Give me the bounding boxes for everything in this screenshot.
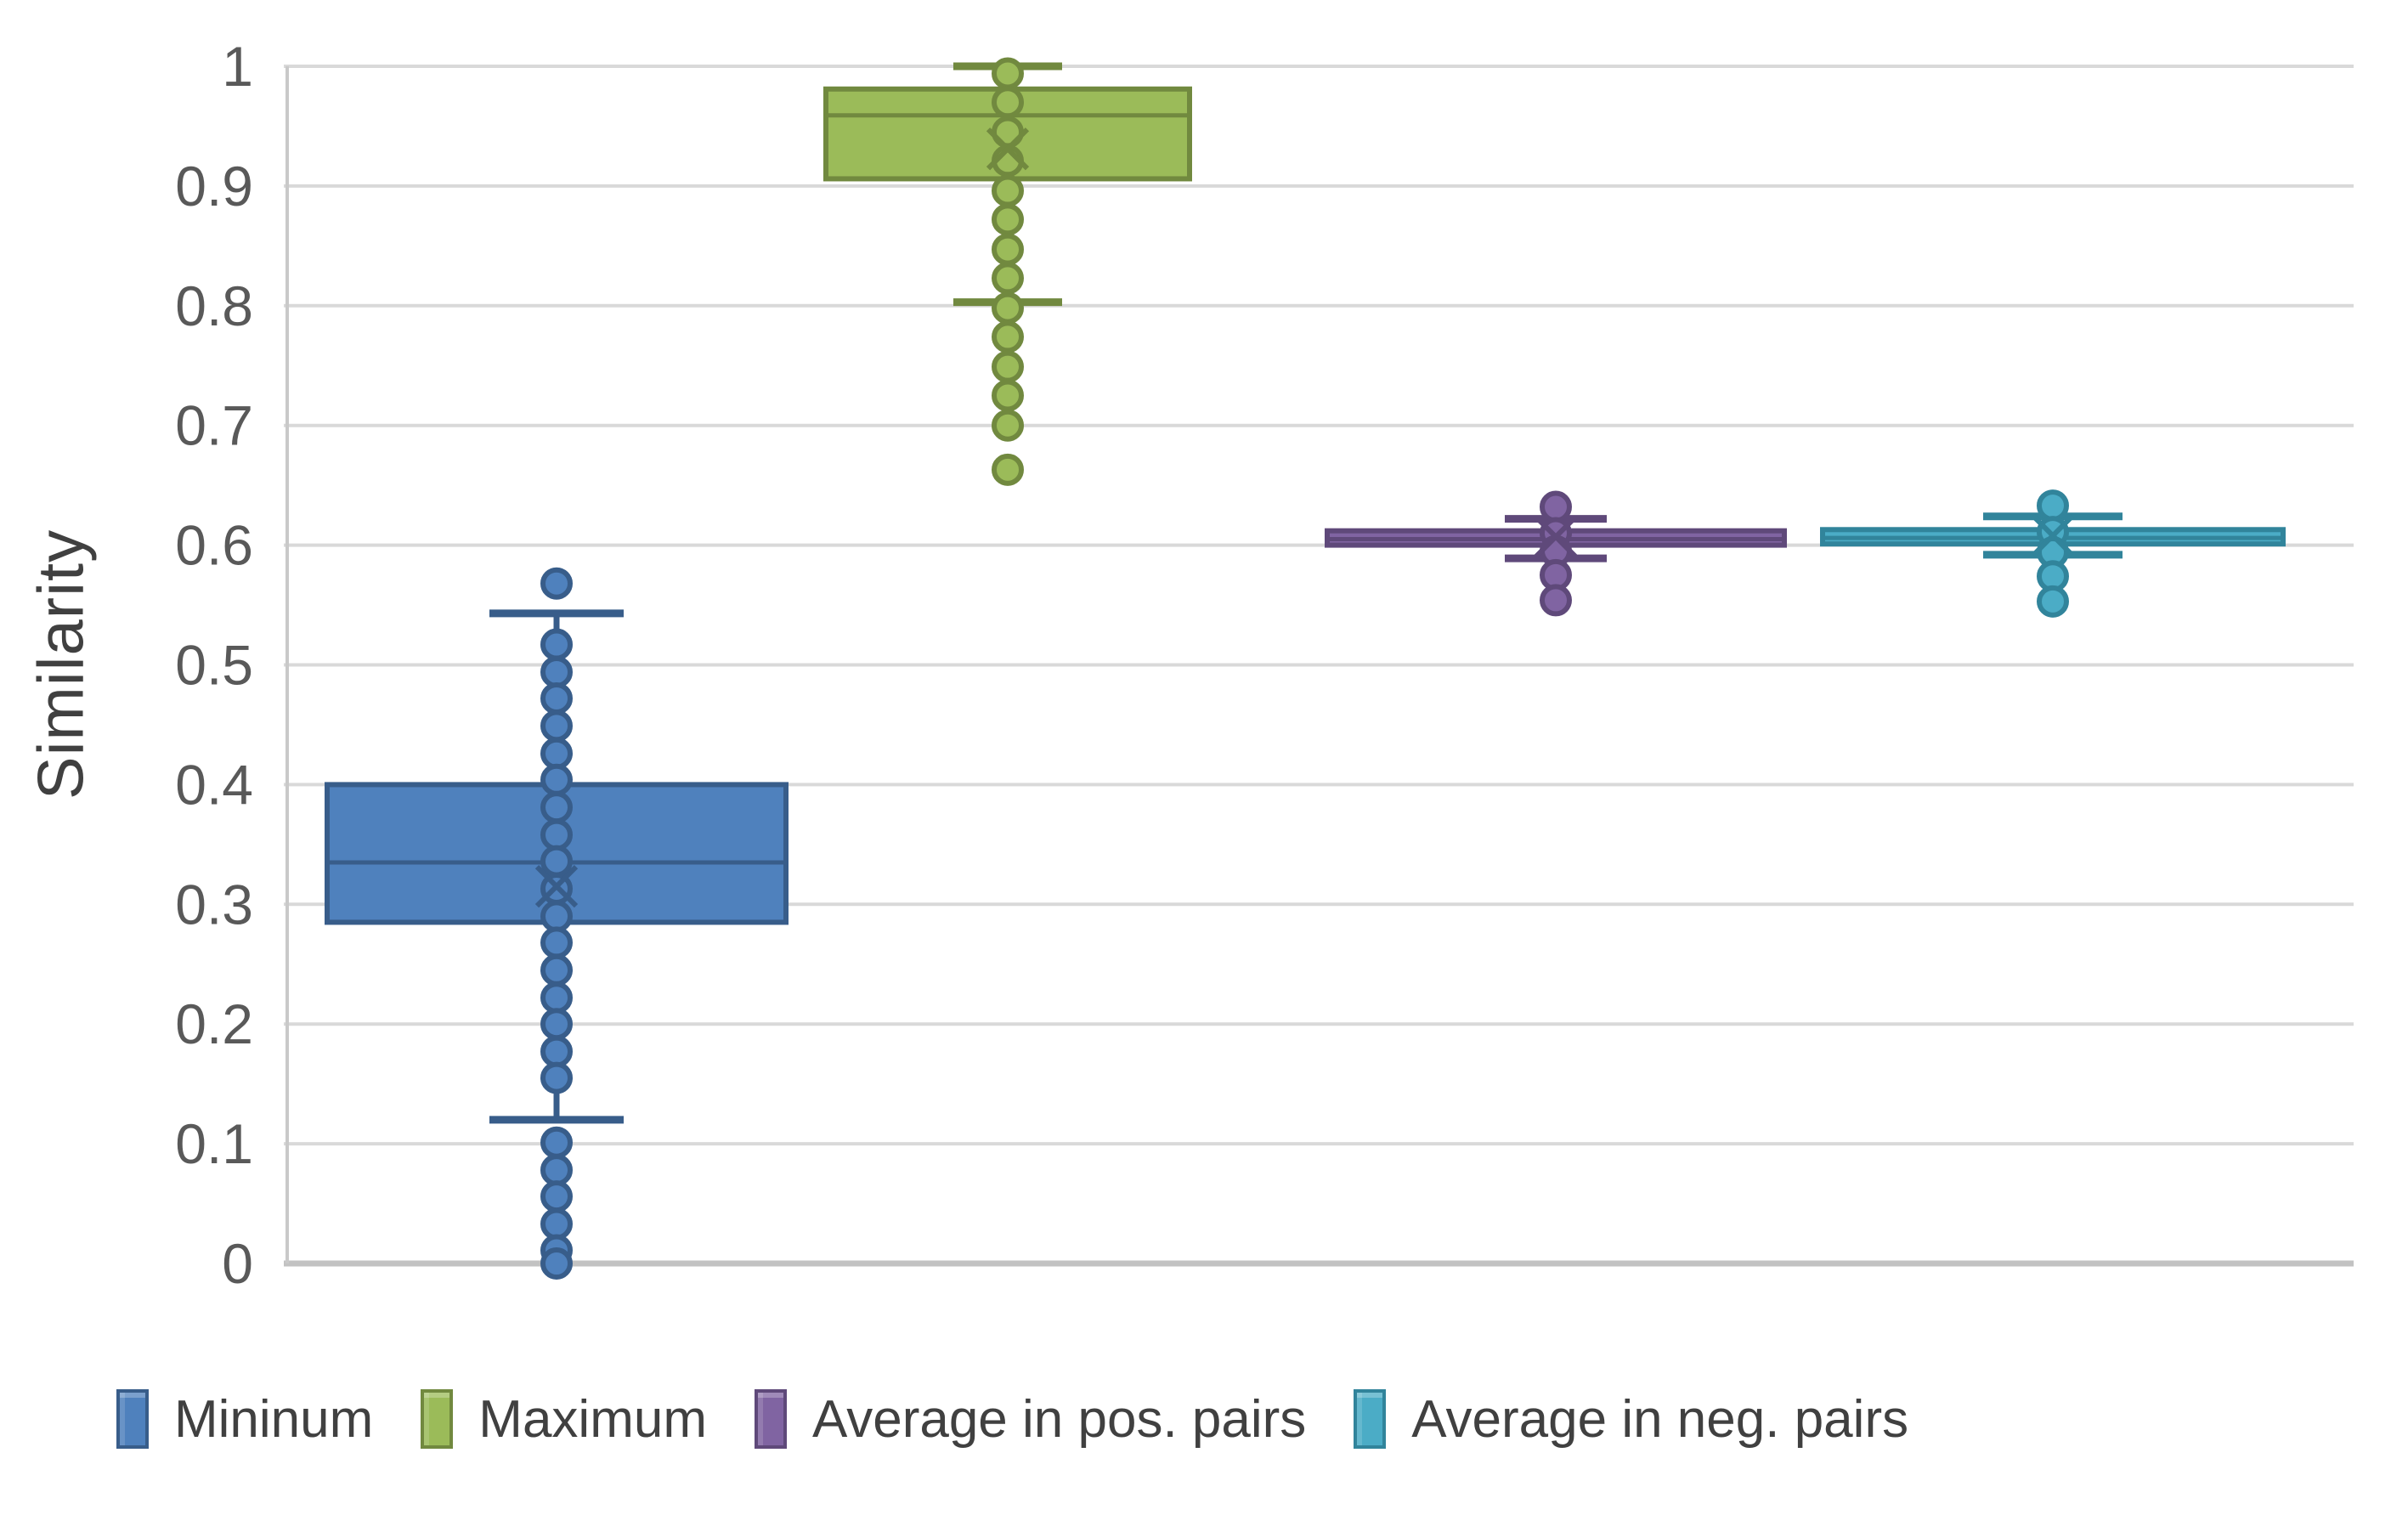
y-tick-label: 0.8 (175, 274, 253, 337)
mean-marker (1534, 515, 1578, 558)
series-average-in-neg-pairs (1820, 489, 2286, 618)
legend-swatch-maximum (421, 1389, 454, 1449)
legend-swatch-avg-neg-pairs (1354, 1389, 1387, 1449)
y-tick-label: 1 (222, 35, 253, 98)
y-tick-label: 0.6 (175, 514, 253, 577)
outlier-dot (992, 291, 1024, 325)
mean-marker (986, 127, 1030, 171)
legend-item-avg-neg-pairs: Average in neg. pairs (1354, 1389, 1908, 1450)
outlier-dot (992, 320, 1024, 353)
outlier-dot (992, 379, 1024, 412)
legend-item-mininum: Mininum (116, 1389, 373, 1450)
outlier-dot (540, 1154, 573, 1187)
outlier-dot (992, 409, 1024, 442)
y-tick-label: 0 (222, 1232, 253, 1295)
mean-marker (2031, 514, 2075, 557)
series-maximum (823, 57, 1192, 486)
legend-swatch-avg-pos-pairs (754, 1389, 787, 1449)
series-average-in-pos-pairs (1325, 490, 1787, 617)
y-tick-label: 0.9 (175, 155, 253, 218)
outlier-dot (540, 567, 573, 600)
legend-swatch-mininum (116, 1389, 149, 1449)
outlier-dot (992, 262, 1024, 295)
y-tick-label: 0.1 (175, 1112, 253, 1175)
y-tick-label: 0.4 (175, 753, 253, 816)
y-tick-label: 0.7 (175, 394, 253, 457)
outlier-dot (540, 709, 573, 743)
outlier-dot (992, 233, 1024, 266)
outlier-dot (540, 655, 573, 688)
outlier-dot (992, 57, 1024, 90)
outlier-dot (540, 681, 573, 715)
outlier-dot (540, 1247, 573, 1280)
outlier-dot (992, 203, 1024, 236)
outlier-dot (1540, 584, 1572, 617)
outlier-dot (540, 1008, 573, 1041)
outlier-dot (540, 763, 573, 796)
outlier-dot (540, 953, 573, 986)
y-tick-label: 0.5 (175, 634, 253, 697)
y-axis-title: Similarity (25, 529, 98, 800)
legend: Mininum Maximum Average in pos. pairs Av… (116, 1383, 1908, 1455)
outlier-dot (540, 1035, 573, 1068)
outlier-dot (540, 900, 573, 933)
legend-label-avg-neg-pairs: Average in neg. pairs (1411, 1389, 1909, 1449)
outlier-dot (540, 1207, 573, 1241)
outlier-dot (540, 818, 573, 851)
outlier-dot (540, 1180, 573, 1213)
outlier-dot (2037, 489, 2069, 523)
outlier-dot (540, 791, 573, 824)
outlier-dot (540, 737, 573, 770)
outlier-dot (992, 174, 1024, 207)
mean-marker (534, 865, 579, 908)
legend-label-avg-pos-pairs: Average in pos. pairs (811, 1389, 1307, 1449)
outlier-dot (1540, 490, 1572, 523)
outlier-dot (540, 845, 573, 878)
legend-item-avg-pos-pairs: Average in pos. pairs (754, 1389, 1307, 1450)
outlier-dot (992, 453, 1024, 486)
y-tick-label: 0.3 (175, 873, 253, 936)
outlier-dot (992, 350, 1024, 383)
outlier-dot (540, 981, 573, 1015)
outlier-dot (540, 926, 573, 959)
series-mininum (325, 567, 789, 1280)
legend-item-maximum: Maximum (421, 1389, 707, 1450)
outlier-dot (2037, 585, 2069, 618)
outlier-dot (540, 1061, 573, 1094)
legend-label-maximum: Maximum (478, 1389, 707, 1449)
y-tick-label: 0.2 (175, 992, 253, 1055)
outlier-dot (540, 1126, 573, 1159)
legend-label-mininum: Mininum (174, 1389, 374, 1449)
outlier-dot (992, 86, 1024, 119)
outlier-dot (540, 628, 573, 661)
